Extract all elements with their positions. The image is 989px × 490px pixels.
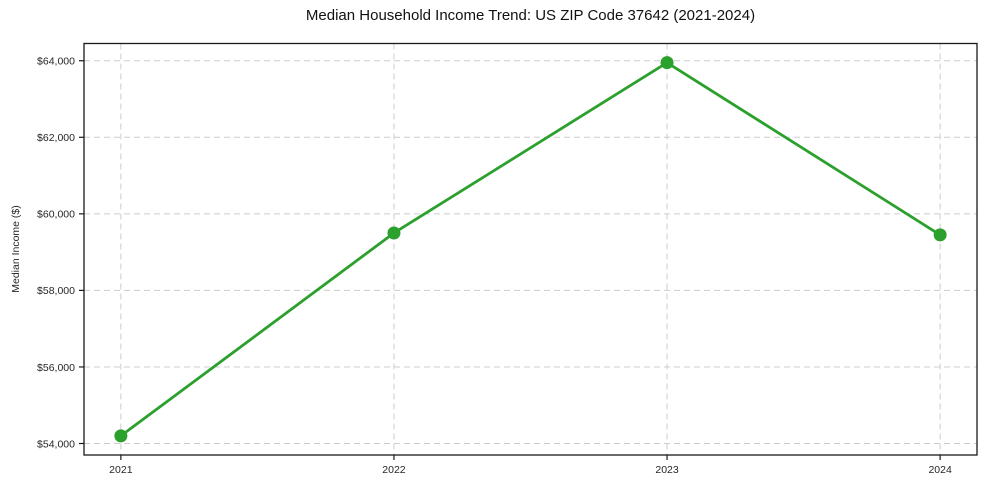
data-point-marker xyxy=(114,429,128,443)
x-tick-label: 2022 xyxy=(382,464,406,476)
y-tick-label: $58,000 xyxy=(37,285,75,297)
data-line xyxy=(119,61,942,438)
data-point-marker xyxy=(933,228,947,242)
y-tick-label: $64,000 xyxy=(37,56,75,68)
x-tick-label: 2024 xyxy=(928,464,952,476)
x-tick-label: 2023 xyxy=(655,464,679,476)
y-tick-label: $60,000 xyxy=(37,209,75,221)
y-tick-label: $56,000 xyxy=(37,362,75,374)
y-tick-label: $62,000 xyxy=(37,132,75,144)
plot-border xyxy=(83,42,978,456)
chart-title: Median Household Income Trend: US ZIP Co… xyxy=(305,7,756,24)
data-point-marker xyxy=(387,226,401,240)
y-tick-label: $54,000 xyxy=(37,438,75,450)
x-tick-label: 2021 xyxy=(109,464,133,476)
data-point-marker xyxy=(660,56,674,70)
